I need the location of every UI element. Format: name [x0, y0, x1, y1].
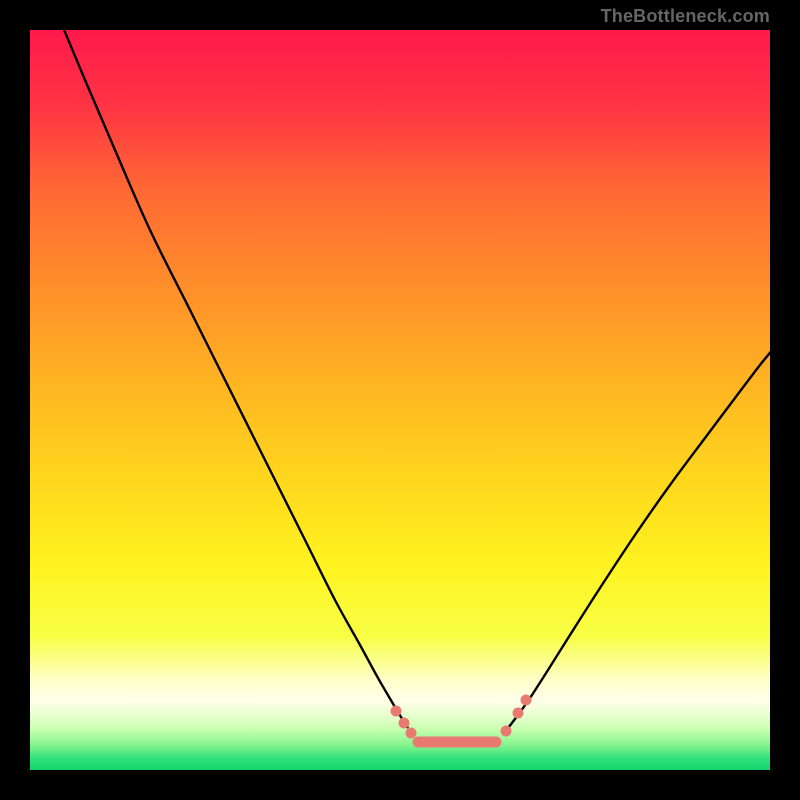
plot-area	[30, 30, 770, 770]
left-curve	[60, 30, 408, 728]
chart-canvas: TheBottleneck.com	[0, 0, 800, 800]
right-curve	[508, 348, 770, 728]
trough-marker	[391, 695, 532, 743]
watermark-text: TheBottleneck.com	[601, 6, 770, 27]
bottleneck-curves	[30, 30, 770, 770]
